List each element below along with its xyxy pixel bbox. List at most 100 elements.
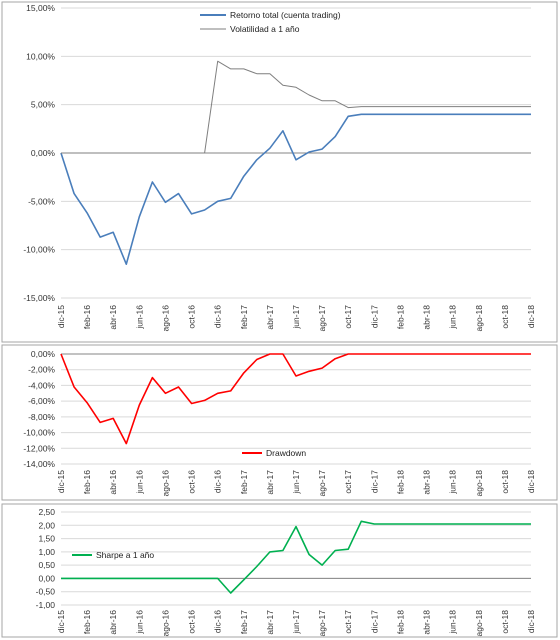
y-axis: 15,00% 10,00% 5,00% 0,00% -5,00% -10,00% -15,0…	[23, 3, 531, 303]
x-tick-label: dic-15	[56, 470, 66, 493]
x-tick-label: oct-16	[187, 470, 197, 494]
y-tick-label: 0,00	[38, 573, 55, 583]
chart-panel-returns: 15,00% 10,00% 5,00% 0,00% -5,00% -10,00% -15,0…	[1, 1, 558, 343]
y-tick-label: -10,00%	[23, 245, 55, 255]
x-tick-label: dic-17	[369, 305, 379, 328]
x-tick-label: ago-18	[474, 610, 484, 637]
x-tick-label: jun-17	[291, 305, 301, 330]
legend: Drawdown	[242, 448, 306, 458]
x-tick-label: abr-17	[265, 305, 275, 330]
x-tick-label: oct-17	[343, 610, 353, 634]
legend: Retorno total (cuenta trading) Volatilid…	[200, 10, 341, 34]
y-tick-label: 2,00	[38, 520, 55, 530]
y-tick-label: -15,00%	[23, 293, 55, 303]
legend-label-returns: Retorno total (cuenta trading)	[230, 10, 341, 20]
panel-frame	[1, 1, 558, 343]
legend-label-drawdown: Drawdown	[266, 448, 306, 458]
x-tick-label: abr-18	[422, 470, 432, 495]
x-axis: dic-15 feb-16 abr-16 jun-16 ago-16 oct-16 dic-…	[56, 610, 536, 637]
x-tick-label: feb-16	[82, 470, 92, 494]
legend-label-sharpe: Sharpe a 1 año	[96, 550, 154, 560]
series-line	[61, 520, 531, 594]
x-tick-label: ago-18	[474, 305, 484, 332]
y-tick-label: -1,00	[36, 600, 56, 610]
x-tick-label: feb-17	[239, 470, 249, 494]
x-axis: dic-15 feb-16 abr-16 jun-16 ago-16 oct-16 dic-…	[56, 470, 536, 497]
y-tick-label: -6,00%	[28, 396, 55, 406]
x-tick-label: oct-16	[187, 305, 197, 329]
x-tick-label: ago-17	[317, 470, 327, 497]
x-tick-label: jun-16	[134, 470, 144, 495]
x-tick-label: jun-17	[291, 470, 301, 495]
plot-area	[61, 520, 531, 594]
y-tick-label: -14,00%	[23, 459, 55, 469]
x-tick-label: ago-18	[474, 470, 484, 497]
y-tick-label: -2,00%	[28, 365, 55, 375]
x-tick-label: ago-16	[160, 305, 170, 332]
y-tick-label: 1,00	[38, 547, 55, 557]
x-tick-label: dic-16	[213, 305, 223, 328]
x-tick-label: feb-18	[395, 470, 405, 494]
series-line	[61, 60, 531, 154]
y-tick-label: 0,50	[38, 560, 55, 570]
x-tick-label: ago-16	[160, 610, 170, 637]
x-tick-label: oct-18	[500, 305, 510, 329]
x-tick-label: oct-18	[500, 610, 510, 634]
x-tick-label: abr-17	[265, 610, 275, 635]
x-tick-label: jun-18	[448, 305, 458, 330]
x-tick-label: dic-17	[369, 470, 379, 493]
x-tick-label: dic-15	[56, 610, 66, 633]
x-tick-label: oct-18	[500, 470, 510, 494]
x-tick-label: jun-16	[134, 610, 144, 635]
x-tick-label: feb-17	[239, 305, 249, 329]
x-tick-label: dic-18	[526, 470, 536, 493]
x-tick-label: abr-16	[108, 610, 118, 635]
x-tick-label: dic-15	[56, 305, 66, 328]
plot-area	[60, 353, 531, 445]
plot-area	[60, 60, 531, 266]
x-tick-label: abr-17	[265, 470, 275, 495]
x-tick-label: jun-16	[134, 305, 144, 330]
y-tick-label: 0,00%	[31, 349, 56, 359]
y-tick-label: -0,50	[36, 587, 56, 597]
y-tick-label: 10,00%	[26, 51, 55, 61]
y-axis: 0,00% -2,00% -4,00% -6,00% -8,00% -10,00% -12,…	[23, 349, 531, 469]
x-tick-label: feb-18	[395, 610, 405, 634]
y-tick-label: -5,00%	[28, 196, 55, 206]
x-tick-label: dic-18	[526, 610, 536, 633]
chart-panel-sharpe: 2,50 2,00 1,50 1,00 0,50 0,00 -0,50 -1,00 dic-1…	[1, 503, 558, 638]
x-tick-label: dic-17	[369, 610, 379, 633]
x-tick-label: oct-17	[343, 470, 353, 494]
panel-frame	[1, 344, 558, 501]
x-tick-label: abr-16	[108, 305, 118, 330]
x-tick-label: ago-16	[160, 470, 170, 497]
legend-label-volatility: Volatilidad a 1 año	[230, 24, 300, 34]
x-tick-label: dic-18	[526, 305, 536, 328]
y-tick-label: 0,00%	[31, 148, 56, 158]
series-line	[60, 113, 531, 266]
x-tick-label: feb-16	[82, 305, 92, 329]
y-tick-label: 1,50	[38, 534, 55, 544]
x-axis: dic-15 feb-16 abr-16 jun-16 ago-16 oct-16 dic-…	[56, 305, 536, 332]
x-tick-label: oct-17	[343, 305, 353, 329]
y-tick-label: 2,50	[38, 507, 55, 517]
y-tick-label: -8,00%	[28, 412, 55, 422]
y-tick-label: -12,00%	[23, 443, 55, 453]
x-tick-label: abr-16	[108, 470, 118, 495]
y-tick-label: 15,00%	[26, 3, 55, 13]
x-tick-label: abr-18	[422, 610, 432, 635]
x-tick-label: feb-18	[395, 305, 405, 329]
panel-frame	[1, 503, 558, 638]
x-tick-label: jun-18	[448, 610, 458, 635]
x-tick-label: dic-16	[213, 470, 223, 493]
x-tick-label: feb-16	[82, 610, 92, 634]
series-line	[60, 353, 531, 445]
y-tick-label: -4,00%	[28, 380, 55, 390]
x-tick-label: jun-17	[291, 610, 301, 635]
x-tick-label: feb-17	[239, 610, 249, 634]
legend: Sharpe a 1 año	[72, 550, 154, 560]
x-tick-label: ago-17	[317, 305, 327, 332]
x-tick-label: abr-18	[422, 305, 432, 330]
y-tick-label: -10,00%	[23, 428, 55, 438]
